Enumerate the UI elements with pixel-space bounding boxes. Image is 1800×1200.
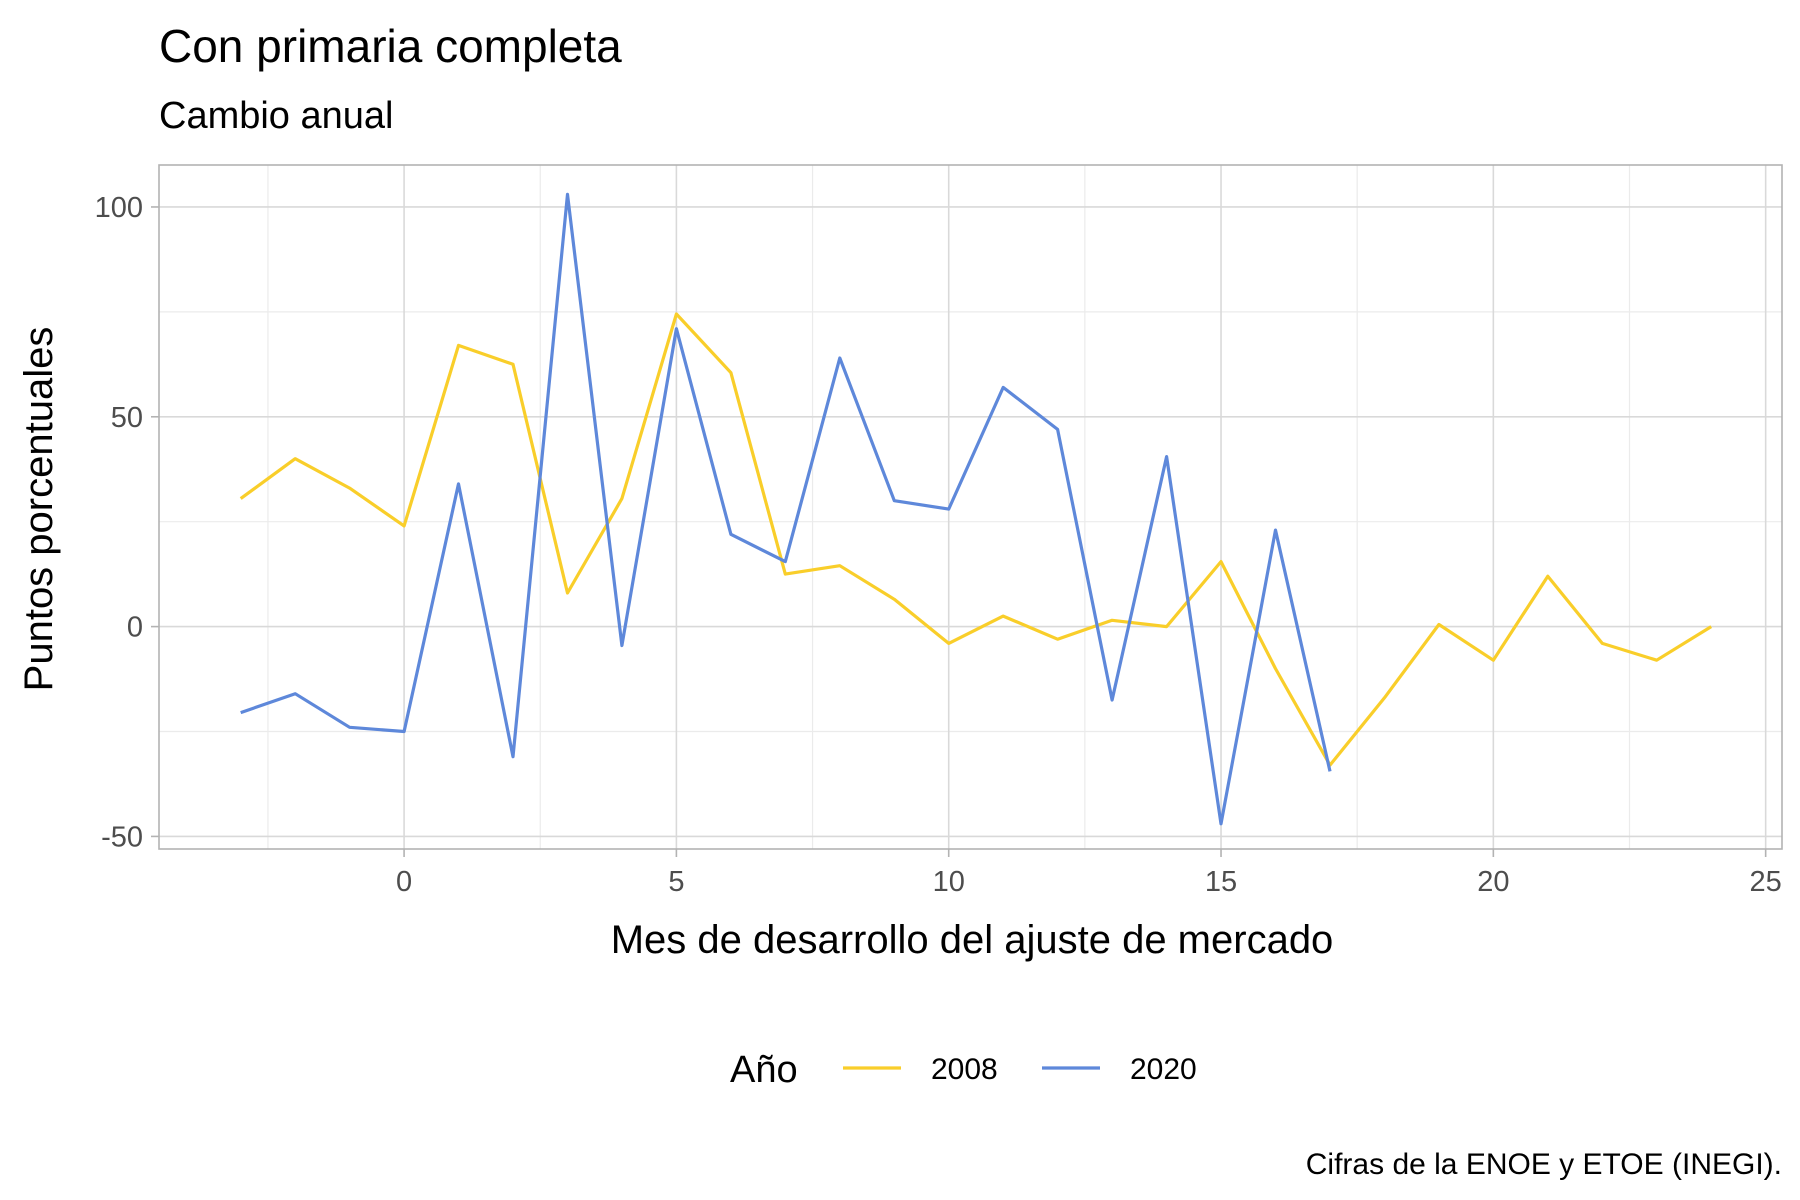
legend: Año 2008 2020 <box>730 1049 1197 1091</box>
x-tick-label: 0 <box>396 866 412 898</box>
x-tick-label: 20 <box>1477 866 1509 898</box>
legend-label-2008: 2008 <box>931 1053 998 1086</box>
panel-border <box>158 164 1783 850</box>
y-axis-title: Puntos porcentuales <box>17 327 61 692</box>
y-tick-label: -50 <box>101 821 143 853</box>
x-tick-label: 10 <box>933 866 965 898</box>
legend-label-2020: 2020 <box>1130 1053 1197 1086</box>
y-tick-label: 50 <box>111 402 143 434</box>
y-tick-label: 0 <box>127 612 143 644</box>
x-tick-label: 5 <box>668 866 684 898</box>
x-axis-title: Mes de desarrollo del ajuste de mercado <box>611 918 1334 962</box>
series-line-2020 <box>240 192 1332 826</box>
x-tick-label: 15 <box>1205 866 1237 898</box>
chart-title: Con primaria completa <box>159 20 622 72</box>
series-line-2008 <box>239 312 1713 767</box>
chart-caption: Cifras de la ENOE y ETOE (INEGI). <box>1306 1148 1782 1181</box>
chart-subtitle: Cambio anual <box>159 95 393 137</box>
x-tick-label: 25 <box>1750 866 1782 898</box>
y-tick-label: 100 <box>95 192 143 224</box>
plot-area: 0 5 10 15 20 25 -50 0 50 100 <box>95 164 1783 898</box>
legend-title: Año <box>730 1049 798 1091</box>
